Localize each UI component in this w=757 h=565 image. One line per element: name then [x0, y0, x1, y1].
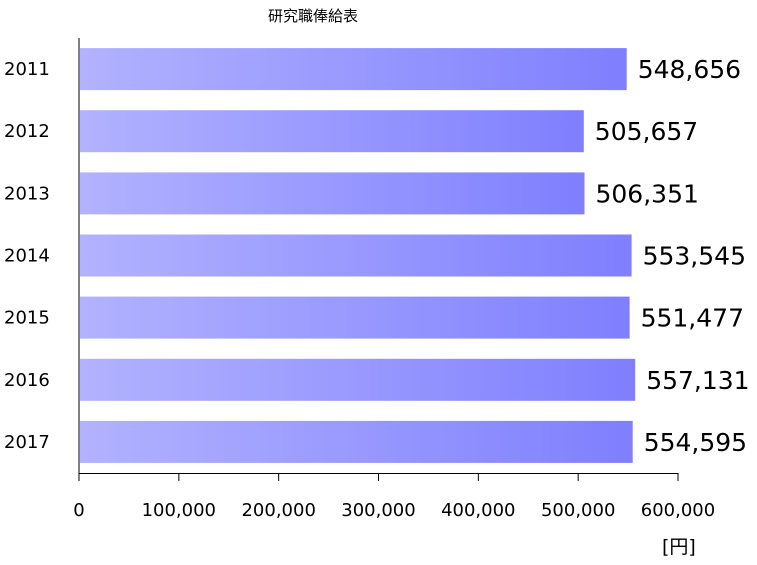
value-label-2011: 548,656	[638, 55, 741, 84]
category-label-2013: 2013	[4, 183, 50, 204]
x-axis: 0 100,000 200,000 300,000 400,000 500,000 600,…	[73, 38, 715, 521]
category-label-2017: 2017	[4, 432, 50, 453]
category-label-2011: 2011	[4, 59, 50, 80]
value-label-2017: 554,595	[644, 428, 747, 457]
bars-layer: 2011 548,656 2012 505,657 2013 506,351 2014 553…	[4, 48, 750, 463]
bar-2015	[80, 296, 630, 339]
bar-2014	[80, 234, 632, 277]
x-tick-label-400000: 400,000	[441, 500, 515, 521]
x-tick-label-300000: 300,000	[341, 500, 415, 521]
category-label-2015: 2015	[4, 308, 50, 329]
value-label-2013: 506,351	[596, 179, 699, 208]
bar-2017	[80, 420, 633, 463]
x-tick-label-200000: 200,000	[241, 500, 315, 521]
chart-title: 研究職俸給表	[268, 7, 358, 25]
bar-2011	[80, 48, 627, 91]
value-label-2015: 551,477	[641, 304, 744, 333]
value-label-2012: 505,657	[595, 117, 698, 146]
bar-2012	[80, 110, 584, 153]
x-tick-label-100000: 100,000	[142, 500, 216, 521]
bar-2016	[80, 358, 636, 401]
x-axis-unit-label: [円]	[662, 536, 696, 558]
category-label-2016: 2016	[4, 370, 50, 391]
x-tick-label-500000: 500,000	[541, 500, 615, 521]
x-tick-label-0: 0	[73, 500, 84, 521]
bar-2013	[80, 172, 585, 215]
x-tick-label-600000: 600,000	[641, 500, 715, 521]
category-label-2012: 2012	[4, 121, 50, 142]
value-label-2014: 553,545	[643, 242, 746, 271]
value-label-2016: 557,131	[646, 366, 749, 395]
category-label-2014: 2014	[4, 246, 50, 267]
